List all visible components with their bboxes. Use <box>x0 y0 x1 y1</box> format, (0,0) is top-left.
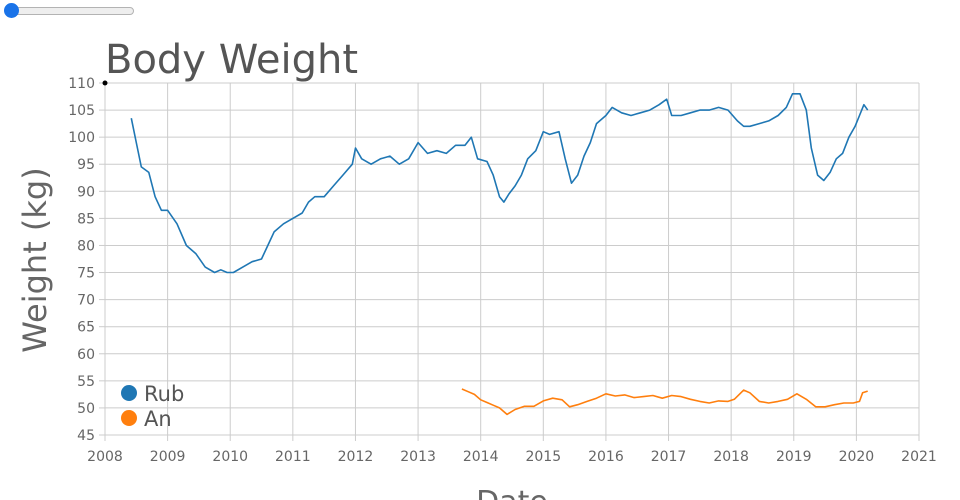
y-tick-label: 60 <box>77 347 95 363</box>
chart-title: Body Weight <box>105 37 358 83</box>
y-tick-label: 85 <box>77 211 95 227</box>
y-tick-label: 100 <box>68 130 95 146</box>
legend-marker-an <box>121 410 137 426</box>
legend-label-an: An <box>144 407 172 431</box>
x-tick-label: 2014 <box>463 449 499 465</box>
chart-grid <box>99 82 920 441</box>
x-tick-label: 2012 <box>338 449 374 465</box>
x-tick-label: 2010 <box>212 449 248 465</box>
x-tick-label: 2011 <box>275 449 311 465</box>
y-tick-label: 70 <box>77 293 95 309</box>
y-tick-label: 95 <box>77 157 95 173</box>
y-tick-label: 80 <box>77 238 95 254</box>
series-line-rub <box>130 93 869 274</box>
y-tick-label: 105 <box>68 103 95 119</box>
x-tick-label: 2015 <box>525 449 561 465</box>
x-tick-label: 2018 <box>713 449 749 465</box>
y-tick-label: 90 <box>77 184 95 200</box>
x-tick-label: 2020 <box>839 449 875 465</box>
y-axis-ticks: 45 50 55 60 65 70 75 80 85 90 95 100 105 110 <box>68 76 95 444</box>
x-axis-label: Date <box>476 485 548 500</box>
x-tick-label: 2019 <box>776 449 812 465</box>
slider-thumb[interactable] <box>4 3 19 18</box>
legend-marker-rub <box>121 385 137 401</box>
y-tick-label: 65 <box>77 320 95 336</box>
x-axis-ticks: 2008 2009 2010 2011 2012 2013 2014 2015 2016 2017… <box>87 449 937 465</box>
x-tick-label: 2017 <box>651 449 687 465</box>
y-tick-label: 75 <box>77 266 95 282</box>
legend-label-rub: Rub <box>144 382 184 406</box>
time-slider[interactable] <box>4 3 134 18</box>
y-tick-label: 45 <box>77 428 95 444</box>
origin-dot <box>102 80 108 86</box>
y-axis-label: Weight (kg) <box>16 167 54 352</box>
x-tick-label: 2016 <box>588 449 624 465</box>
x-tick-label: 2013 <box>400 449 436 465</box>
x-tick-label: 2009 <box>150 449 186 465</box>
y-tick-label: 55 <box>77 374 95 390</box>
y-tick-label: 110 <box>68 76 95 92</box>
x-tick-label: 2021 <box>901 449 937 465</box>
series-lines <box>130 93 869 416</box>
x-tick-label: 2008 <box>87 449 123 465</box>
y-tick-label: 50 <box>77 401 95 417</box>
series-line-an <box>461 388 868 416</box>
